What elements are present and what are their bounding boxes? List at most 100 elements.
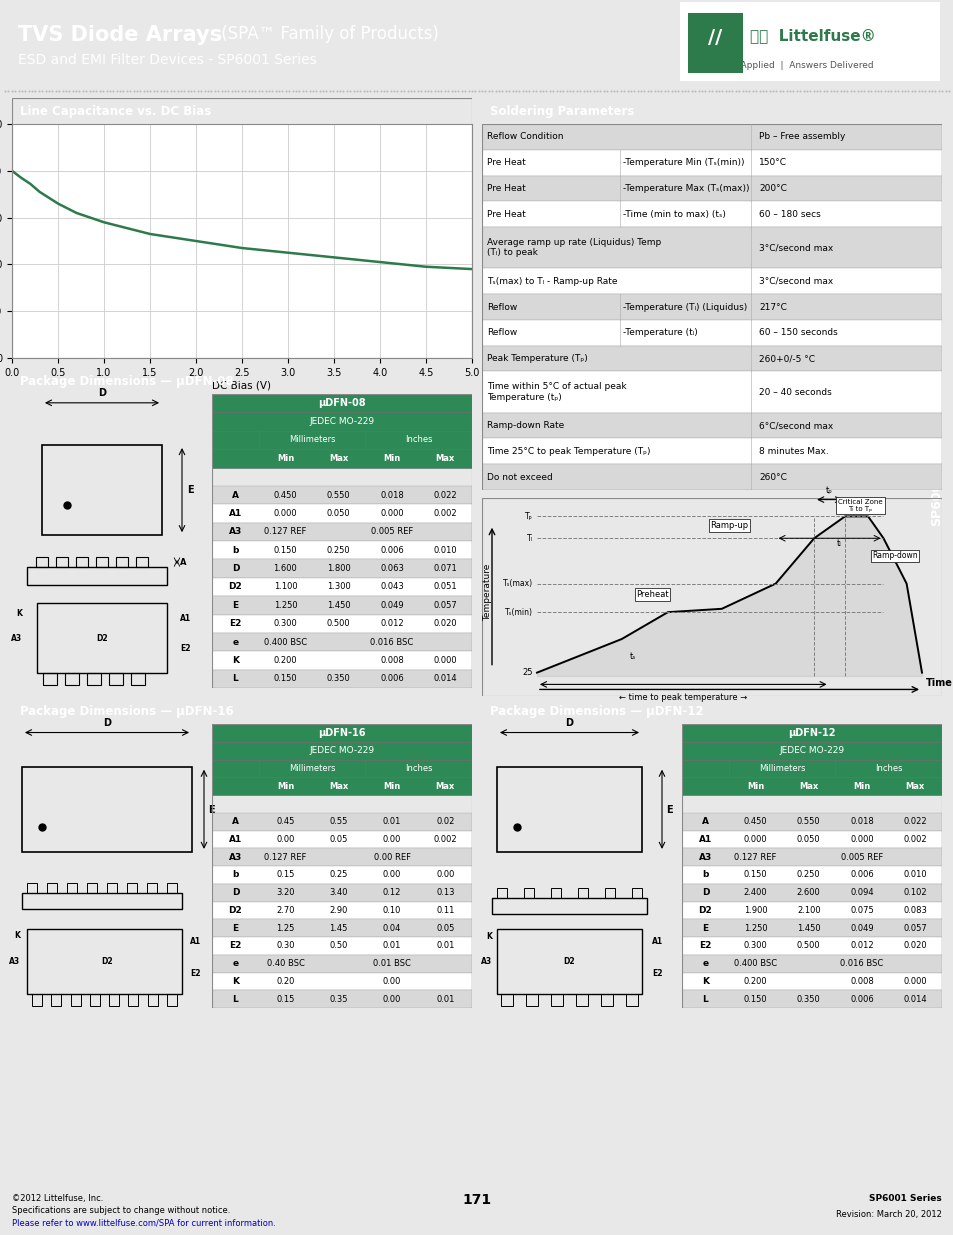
Text: 0.050: 0.050: [327, 509, 350, 517]
Text: 0.00: 0.00: [382, 835, 401, 844]
Bar: [67, 883, 77, 893]
Text: 0.000: 0.000: [380, 509, 403, 517]
Bar: [116, 557, 128, 567]
Bar: [481, 294, 941, 320]
Text: K: K: [486, 932, 492, 941]
Bar: [148, 994, 157, 1005]
Text: Min: Min: [383, 453, 400, 463]
Bar: [167, 883, 177, 893]
Bar: [90, 994, 100, 1005]
Bar: [551, 994, 562, 1005]
Text: L: L: [233, 994, 238, 1004]
Text: Reflow: Reflow: [486, 303, 517, 311]
Text: 3°C/second max: 3°C/second max: [759, 243, 833, 252]
Bar: [27, 883, 37, 893]
Bar: [365, 431, 472, 450]
Bar: [212, 597, 472, 615]
Bar: [681, 902, 941, 919]
Text: 2.70: 2.70: [276, 906, 294, 915]
Bar: [212, 431, 258, 450]
Text: 0.000: 0.000: [742, 835, 766, 844]
Bar: [212, 724, 472, 742]
Text: K: K: [14, 931, 20, 940]
Text: Average ramp up rate (Liquidus) Temp
(Tₗ) to peak: Average ramp up rate (Liquidus) Temp (Tₗ…: [486, 238, 660, 257]
Text: 0.012: 0.012: [380, 619, 403, 629]
Text: SP6001: SP6001: [929, 473, 943, 526]
Text: Min: Min: [853, 782, 870, 790]
Text: μDFN-08: μDFN-08: [318, 398, 365, 409]
Text: Min: Min: [276, 453, 294, 463]
Bar: [127, 883, 137, 893]
Text: 1.300: 1.300: [327, 583, 351, 592]
Bar: [481, 464, 941, 490]
Bar: [212, 830, 472, 848]
Bar: [600, 994, 613, 1005]
Text: 0.051: 0.051: [433, 583, 456, 592]
Text: 0.450: 0.450: [742, 818, 766, 826]
Text: 0.10: 0.10: [382, 906, 401, 915]
X-axis label: DC Bias (V): DC Bias (V): [213, 380, 272, 390]
Text: 0.500: 0.500: [796, 941, 820, 951]
Bar: [212, 955, 472, 972]
Bar: [212, 578, 472, 597]
Bar: [107, 883, 117, 893]
Bar: [481, 201, 941, 227]
Text: D: D: [103, 719, 111, 729]
Text: 0.40 BSC: 0.40 BSC: [266, 960, 304, 968]
Text: 2.100: 2.100: [796, 906, 820, 915]
Bar: [212, 559, 472, 578]
Text: 2.90: 2.90: [329, 906, 348, 915]
Text: A3: A3: [698, 852, 711, 862]
Text: Specifications are subject to change without notice.: Specifications are subject to change wit…: [12, 1207, 230, 1215]
Text: A1: A1: [651, 937, 662, 946]
Bar: [365, 760, 472, 777]
Text: Preheat: Preheat: [636, 590, 668, 599]
Bar: [576, 994, 587, 1005]
Bar: [212, 522, 472, 541]
Bar: [212, 485, 472, 504]
Text: 0.45: 0.45: [276, 818, 294, 826]
Text: 0.00: 0.00: [436, 871, 454, 879]
Bar: [42, 445, 162, 535]
Bar: [681, 972, 941, 990]
Text: Millimeters: Millimeters: [758, 764, 804, 773]
Bar: [76, 557, 88, 567]
Text: A: A: [701, 818, 708, 826]
Bar: [109, 673, 123, 685]
Text: 0.083: 0.083: [902, 906, 926, 915]
Text: A3: A3: [229, 852, 242, 862]
Text: Pb – Free assembly: Pb – Free assembly: [759, 132, 844, 141]
Text: A1: A1: [229, 835, 242, 844]
Bar: [212, 866, 472, 884]
Text: Tₛ(max) to Tₗ - Ramp-up Rate: Tₛ(max) to Tₗ - Ramp-up Rate: [486, 277, 617, 285]
Text: E: E: [187, 485, 193, 495]
Text: 0.002: 0.002: [433, 509, 456, 517]
Text: D: D: [700, 888, 708, 897]
Bar: [167, 994, 177, 1005]
Bar: [681, 919, 941, 937]
Text: E: E: [233, 924, 238, 932]
Bar: [27, 567, 167, 585]
Text: 0.014: 0.014: [433, 674, 456, 683]
Text: (SPA™ Family of Products): (SPA™ Family of Products): [215, 25, 438, 43]
Bar: [681, 742, 941, 760]
Text: 0.050: 0.050: [796, 835, 820, 844]
Bar: [481, 268, 941, 294]
Bar: [36, 557, 48, 567]
Bar: [212, 760, 258, 777]
Text: Min: Min: [276, 782, 294, 790]
Text: K: K: [232, 656, 238, 664]
Text: 0.25: 0.25: [329, 871, 348, 879]
Bar: [56, 557, 68, 567]
Bar: [681, 760, 728, 777]
Text: D: D: [98, 389, 106, 399]
Text: μDFN-16: μDFN-16: [318, 727, 365, 737]
Text: tₛ: tₛ: [629, 652, 636, 661]
Bar: [212, 651, 472, 669]
Bar: [43, 673, 57, 685]
Text: Inches: Inches: [404, 764, 432, 773]
Text: 0.127 REF: 0.127 REF: [734, 852, 776, 862]
Text: Peak Temperature (Tₚ): Peak Temperature (Tₚ): [486, 354, 587, 363]
Bar: [523, 888, 534, 898]
Text: μDFN-12: μDFN-12: [787, 727, 835, 737]
